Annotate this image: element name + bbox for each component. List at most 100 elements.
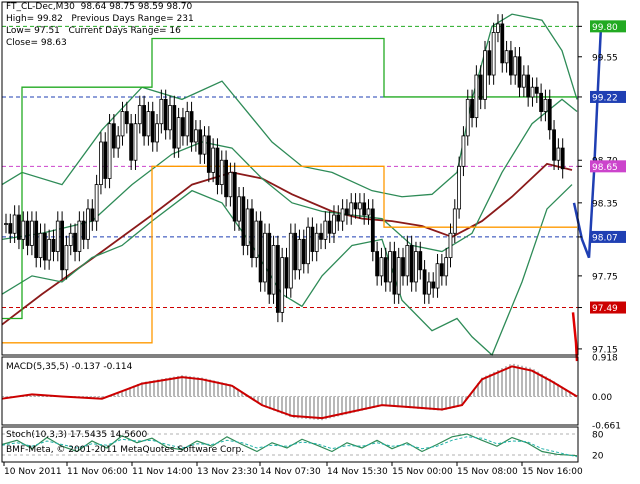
candle-body <box>389 252 392 282</box>
y-tick-label: 99.22 <box>592 93 618 103</box>
candle-body <box>484 51 487 100</box>
candle-body <box>177 118 180 148</box>
macd-histogram-bar <box>529 368 531 397</box>
candle-body <box>518 57 521 87</box>
candle-body <box>207 136 210 173</box>
y-tick-label: 98.07 <box>592 233 618 243</box>
candle-body <box>52 239 55 251</box>
candle-body <box>56 221 59 251</box>
candle-body <box>440 264 443 276</box>
candle-body <box>345 209 348 215</box>
candle-body <box>168 105 171 129</box>
macd-histogram-bar <box>305 397 307 419</box>
candle-body <box>553 130 556 160</box>
candle-body <box>514 57 517 75</box>
candle-body <box>509 51 512 75</box>
candle-body <box>181 118 184 136</box>
candle-body <box>367 209 370 215</box>
candle-body <box>376 252 379 276</box>
macd-histogram-bar <box>517 365 519 397</box>
header-line-2: High= 99.82 Previous Days Range= 231 <box>6 14 194 25</box>
candle-body <box>99 142 102 185</box>
header-line-4: Close= 98.63 <box>6 38 67 49</box>
candle-body <box>285 258 288 288</box>
candle-body <box>320 233 323 239</box>
macd-y-tick-label: 0.00 <box>592 393 612 403</box>
y-tick-label: 98.35 <box>592 199 618 209</box>
line-upper-band <box>2 14 577 197</box>
candle-body <box>130 124 133 161</box>
candle-body <box>332 215 335 233</box>
line-forecast-down <box>573 312 577 361</box>
x-tick-label: 11 Nov 14:00 <box>132 467 193 477</box>
candle-body <box>393 252 396 295</box>
candle-body <box>13 215 16 233</box>
candle-body <box>281 258 284 313</box>
candle-body <box>406 245 409 275</box>
macd-histogram-bar <box>497 370 499 397</box>
candle-body <box>220 160 223 184</box>
candle-body <box>527 75 530 97</box>
candle-body <box>190 112 193 142</box>
candle-body <box>246 209 249 246</box>
candle-body <box>134 124 137 161</box>
candle-body <box>402 258 405 276</box>
candle-body <box>436 264 439 288</box>
macd-histogram-bar <box>173 377 175 397</box>
candle-body <box>91 209 94 221</box>
price-panel-frame <box>2 2 578 355</box>
candle-body <box>488 51 491 75</box>
x-tick-label: 15 Nov 00:00 <box>392 467 453 477</box>
candle-body <box>121 112 124 136</box>
stoch-y-tick-label: 20 <box>592 452 604 462</box>
y-tick-label: 99.80 <box>592 23 618 33</box>
candle-body <box>432 282 435 288</box>
candle-body <box>557 148 560 160</box>
candle-body <box>242 197 245 246</box>
copyright-text: BMF-Meta, © 2001-2011 MetaQuotes Softwar… <box>6 445 244 456</box>
macd-histogram-bar <box>525 367 527 397</box>
candle-body <box>505 51 508 63</box>
candle-body <box>74 233 77 251</box>
candle-body <box>496 24 499 33</box>
macd-histogram-bar <box>309 397 311 420</box>
candle-body <box>380 258 383 276</box>
candle-body <box>423 270 426 294</box>
candle-body <box>350 203 353 215</box>
macd-histogram-bar <box>533 369 535 396</box>
candle-body <box>414 252 417 282</box>
candle-body <box>9 224 12 234</box>
candle-body <box>272 245 275 294</box>
macd-label: MACD(5,35,5) -0.137 -0.114 <box>6 362 132 373</box>
macd-histogram-bar <box>337 397 339 417</box>
macd-y-tick-label: 0.918 <box>592 354 618 364</box>
y-tick-label: 99.55 <box>592 53 618 63</box>
candle-body <box>194 130 197 142</box>
x-tick-label: 15 Nov 16:00 <box>522 467 583 477</box>
macd-histogram-bar <box>333 397 335 418</box>
candle-body <box>35 221 38 258</box>
candle-body <box>540 93 543 111</box>
candle-body <box>255 221 258 258</box>
candle-body <box>397 258 400 295</box>
macd-histogram-bar <box>185 376 187 397</box>
stoch-label: Stoch(10,3,3) 17.5435 14.5600 <box>6 430 147 441</box>
candle-body <box>108 124 111 179</box>
macd-histogram-bar <box>313 397 315 420</box>
candle-body <box>69 233 72 245</box>
candle-body <box>30 221 33 245</box>
candle-body <box>233 172 236 221</box>
macd-histogram-bar <box>301 397 303 419</box>
candle-body <box>302 239 305 263</box>
candle-body <box>427 282 430 294</box>
candle-body <box>341 209 344 221</box>
x-tick-label: 15 Nov 08:00 <box>457 467 518 477</box>
candle-body <box>156 124 159 142</box>
candle-body <box>449 233 452 257</box>
candle-body <box>212 148 215 172</box>
candle-body <box>164 99 167 129</box>
macd-histogram-bar <box>197 377 199 396</box>
candle-body <box>358 203 361 209</box>
candle-body <box>276 245 279 312</box>
